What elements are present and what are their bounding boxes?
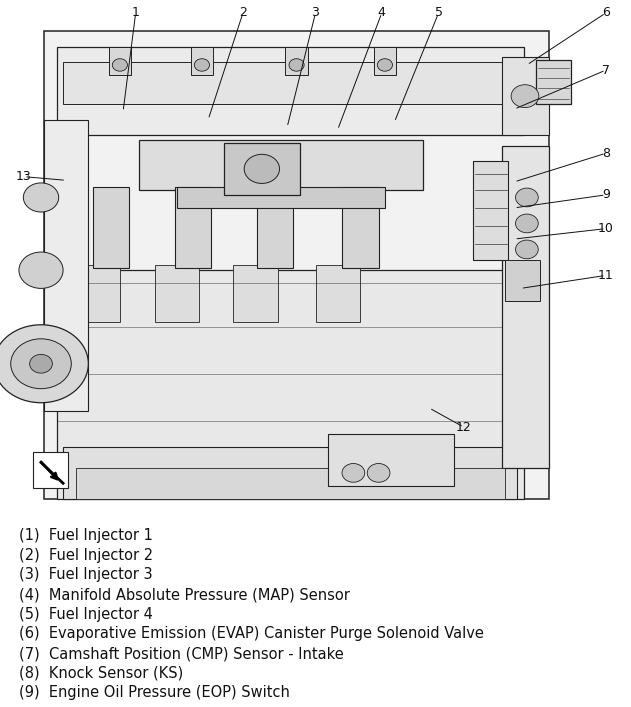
Bar	[328, 434, 454, 486]
Bar	[44, 119, 88, 411]
Bar	[44, 31, 549, 499]
Bar	[285, 47, 308, 76]
Text: (1)  Fuel Injector 1: (1) Fuel Injector 1	[19, 528, 153, 543]
Circle shape	[516, 240, 538, 259]
Bar	[63, 447, 517, 499]
Text: (4)  Manifold Absolute Pressure (MAP) Sensor: (4) Manifold Absolute Pressure (MAP) Sen…	[19, 587, 350, 602]
Circle shape	[30, 354, 52, 373]
Text: 6: 6	[602, 6, 610, 20]
Circle shape	[11, 339, 71, 389]
Circle shape	[112, 59, 127, 71]
Bar	[93, 187, 129, 268]
Text: 1: 1	[132, 6, 139, 20]
Circle shape	[289, 59, 304, 71]
Bar	[502, 57, 549, 135]
Text: 4: 4	[378, 6, 386, 20]
Circle shape	[511, 85, 539, 107]
Text: (2)  Fuel Injector 2: (2) Fuel Injector 2	[19, 548, 153, 563]
Bar	[177, 187, 385, 208]
Bar	[76, 468, 505, 499]
Bar	[233, 265, 278, 322]
Bar	[33, 452, 68, 489]
Bar	[175, 187, 211, 268]
Bar	[473, 161, 508, 259]
Text: 2: 2	[239, 6, 247, 20]
Circle shape	[244, 154, 280, 183]
Text: 8: 8	[602, 147, 610, 160]
Text: (3)  Fuel Injector 3: (3) Fuel Injector 3	[19, 568, 153, 583]
Bar	[139, 140, 423, 189]
Text: (7)  Camshaft Position (CMP) Sensor - Intake: (7) Camshaft Position (CMP) Sensor - Int…	[19, 646, 344, 661]
Circle shape	[0, 325, 88, 403]
Circle shape	[19, 252, 63, 288]
Bar	[109, 47, 131, 76]
Bar	[57, 47, 524, 135]
Text: (6)  Evaporative Emission (EVAP) Canister Purge Solenoid Valve: (6) Evaporative Emission (EVAP) Canister…	[19, 626, 484, 641]
Circle shape	[516, 188, 538, 207]
Circle shape	[194, 59, 209, 71]
Bar	[155, 265, 199, 322]
Text: (8)  Knock Sensor (KS): (8) Knock Sensor (KS)	[19, 666, 183, 681]
Bar	[76, 265, 120, 322]
Circle shape	[516, 214, 538, 233]
Bar	[224, 143, 300, 195]
Bar	[316, 265, 360, 322]
Text: 12: 12	[456, 421, 471, 433]
Bar	[342, 187, 379, 268]
Bar	[374, 47, 396, 76]
Circle shape	[377, 59, 392, 71]
Text: (5)  Fuel Injector 4: (5) Fuel Injector 4	[19, 607, 153, 621]
Bar	[63, 62, 517, 104]
Text: (9)  Engine Oil Pressure (EOP) Switch: (9) Engine Oil Pressure (EOP) Switch	[19, 686, 290, 701]
Text: 5: 5	[435, 6, 442, 20]
Text: 9: 9	[602, 188, 610, 201]
Bar	[57, 270, 524, 499]
Bar	[505, 259, 540, 301]
Circle shape	[367, 464, 390, 482]
Bar	[257, 187, 293, 268]
Bar	[502, 146, 549, 468]
Bar	[191, 47, 213, 76]
Bar	[536, 60, 571, 104]
Circle shape	[342, 464, 365, 482]
Text: 3: 3	[312, 6, 319, 20]
Text: 13: 13	[16, 170, 32, 183]
Circle shape	[23, 183, 59, 212]
Text: 7: 7	[602, 64, 610, 76]
Text: 11: 11	[598, 269, 613, 282]
Text: 10: 10	[598, 222, 614, 235]
